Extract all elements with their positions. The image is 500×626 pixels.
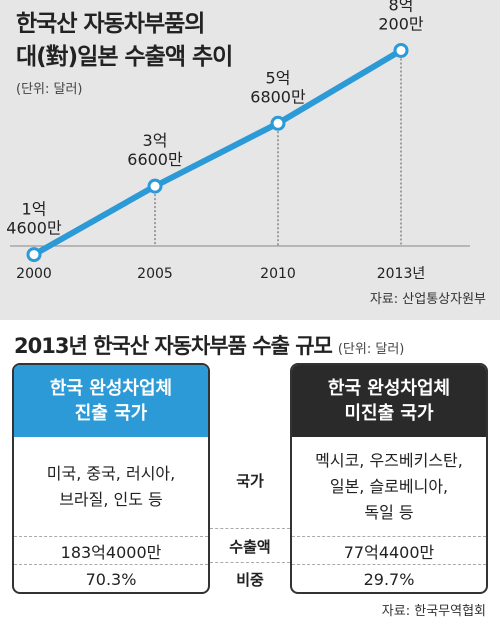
chart-source: 자료: 산업통상자원부 <box>369 292 486 307</box>
data-label: 3억 <box>143 131 168 150</box>
not-entered-amount: 77억4400만 <box>292 537 486 565</box>
chart-title-line1: 한국산 자동차부품의 <box>16 11 205 37</box>
data-label: 8억 <box>389 0 414 14</box>
data-point <box>26 247 42 263</box>
data-label: 4600만 <box>6 219 62 238</box>
series-line <box>31 47 404 258</box>
entered-header: 한국 완성차업체 진출 국가 <box>14 365 208 437</box>
entered-countries: 미국, 중국, 러시아, 브라질, 인도 등 <box>14 437 208 537</box>
data-point <box>393 42 409 58</box>
data-label: 200만 <box>378 14 424 33</box>
section-unit: (단위: 달러) <box>337 342 405 357</box>
not-entered-countries-box: 한국 완성차업체 미진출 국가 멕시코, 우즈베키스탄, 일본, 슬로베니아, … <box>290 363 488 594</box>
not-entered-header: 한국 완성차업체 미진출 국가 <box>292 365 486 437</box>
x-tick-label: 2000 <box>16 266 52 282</box>
chart-title-line2: 대(對)일본 수출액 추이 <box>16 44 233 70</box>
x-tick-label: 2013년 <box>377 266 426 282</box>
not-entered-share: 29.7% <box>363 569 415 589</box>
row-label-amount: 수출액 <box>229 538 271 556</box>
row-label-country: 국가 <box>236 472 264 490</box>
section-title: 2013년 한국산 자동차부품 수출 규모 (단위: 달러) <box>14 330 404 360</box>
chart-panel <box>0 0 500 320</box>
table-source: 자료: 한국무역협회 <box>381 604 486 619</box>
section-title-text: 2013년 한국산 자동차부품 수출 규모 <box>14 334 333 358</box>
row-label-share: 비중 <box>236 571 264 589</box>
entered-countries-box: 한국 완성차업체 진출 국가 미국, 중국, 러시아, 브라질, 인도 등 18… <box>12 363 210 594</box>
data-label: 5억 <box>266 68 291 87</box>
x-tick-label: 2005 <box>137 266 173 282</box>
data-label: 6600만 <box>127 150 183 169</box>
data-point <box>147 178 163 194</box>
data-label: 1억 <box>22 200 47 219</box>
x-tick-label: 2010 <box>260 266 296 282</box>
not-entered-countries: 멕시코, 우즈베키스탄, 일본, 슬로베니아, 독일 등 <box>292 437 486 537</box>
row-divider <box>210 528 290 529</box>
chart-title: 한국산 자동차부품의 대(對)일본 수출액 추이 <box>16 8 233 74</box>
row-divider <box>210 562 290 563</box>
entered-amount: 183억4000만 <box>14 537 208 565</box>
data-label: 6800만 <box>250 87 306 106</box>
data-point <box>270 115 286 131</box>
entered-share: 70.3% <box>85 569 137 589</box>
chart-unit: (단위: 달러) <box>16 82 83 97</box>
